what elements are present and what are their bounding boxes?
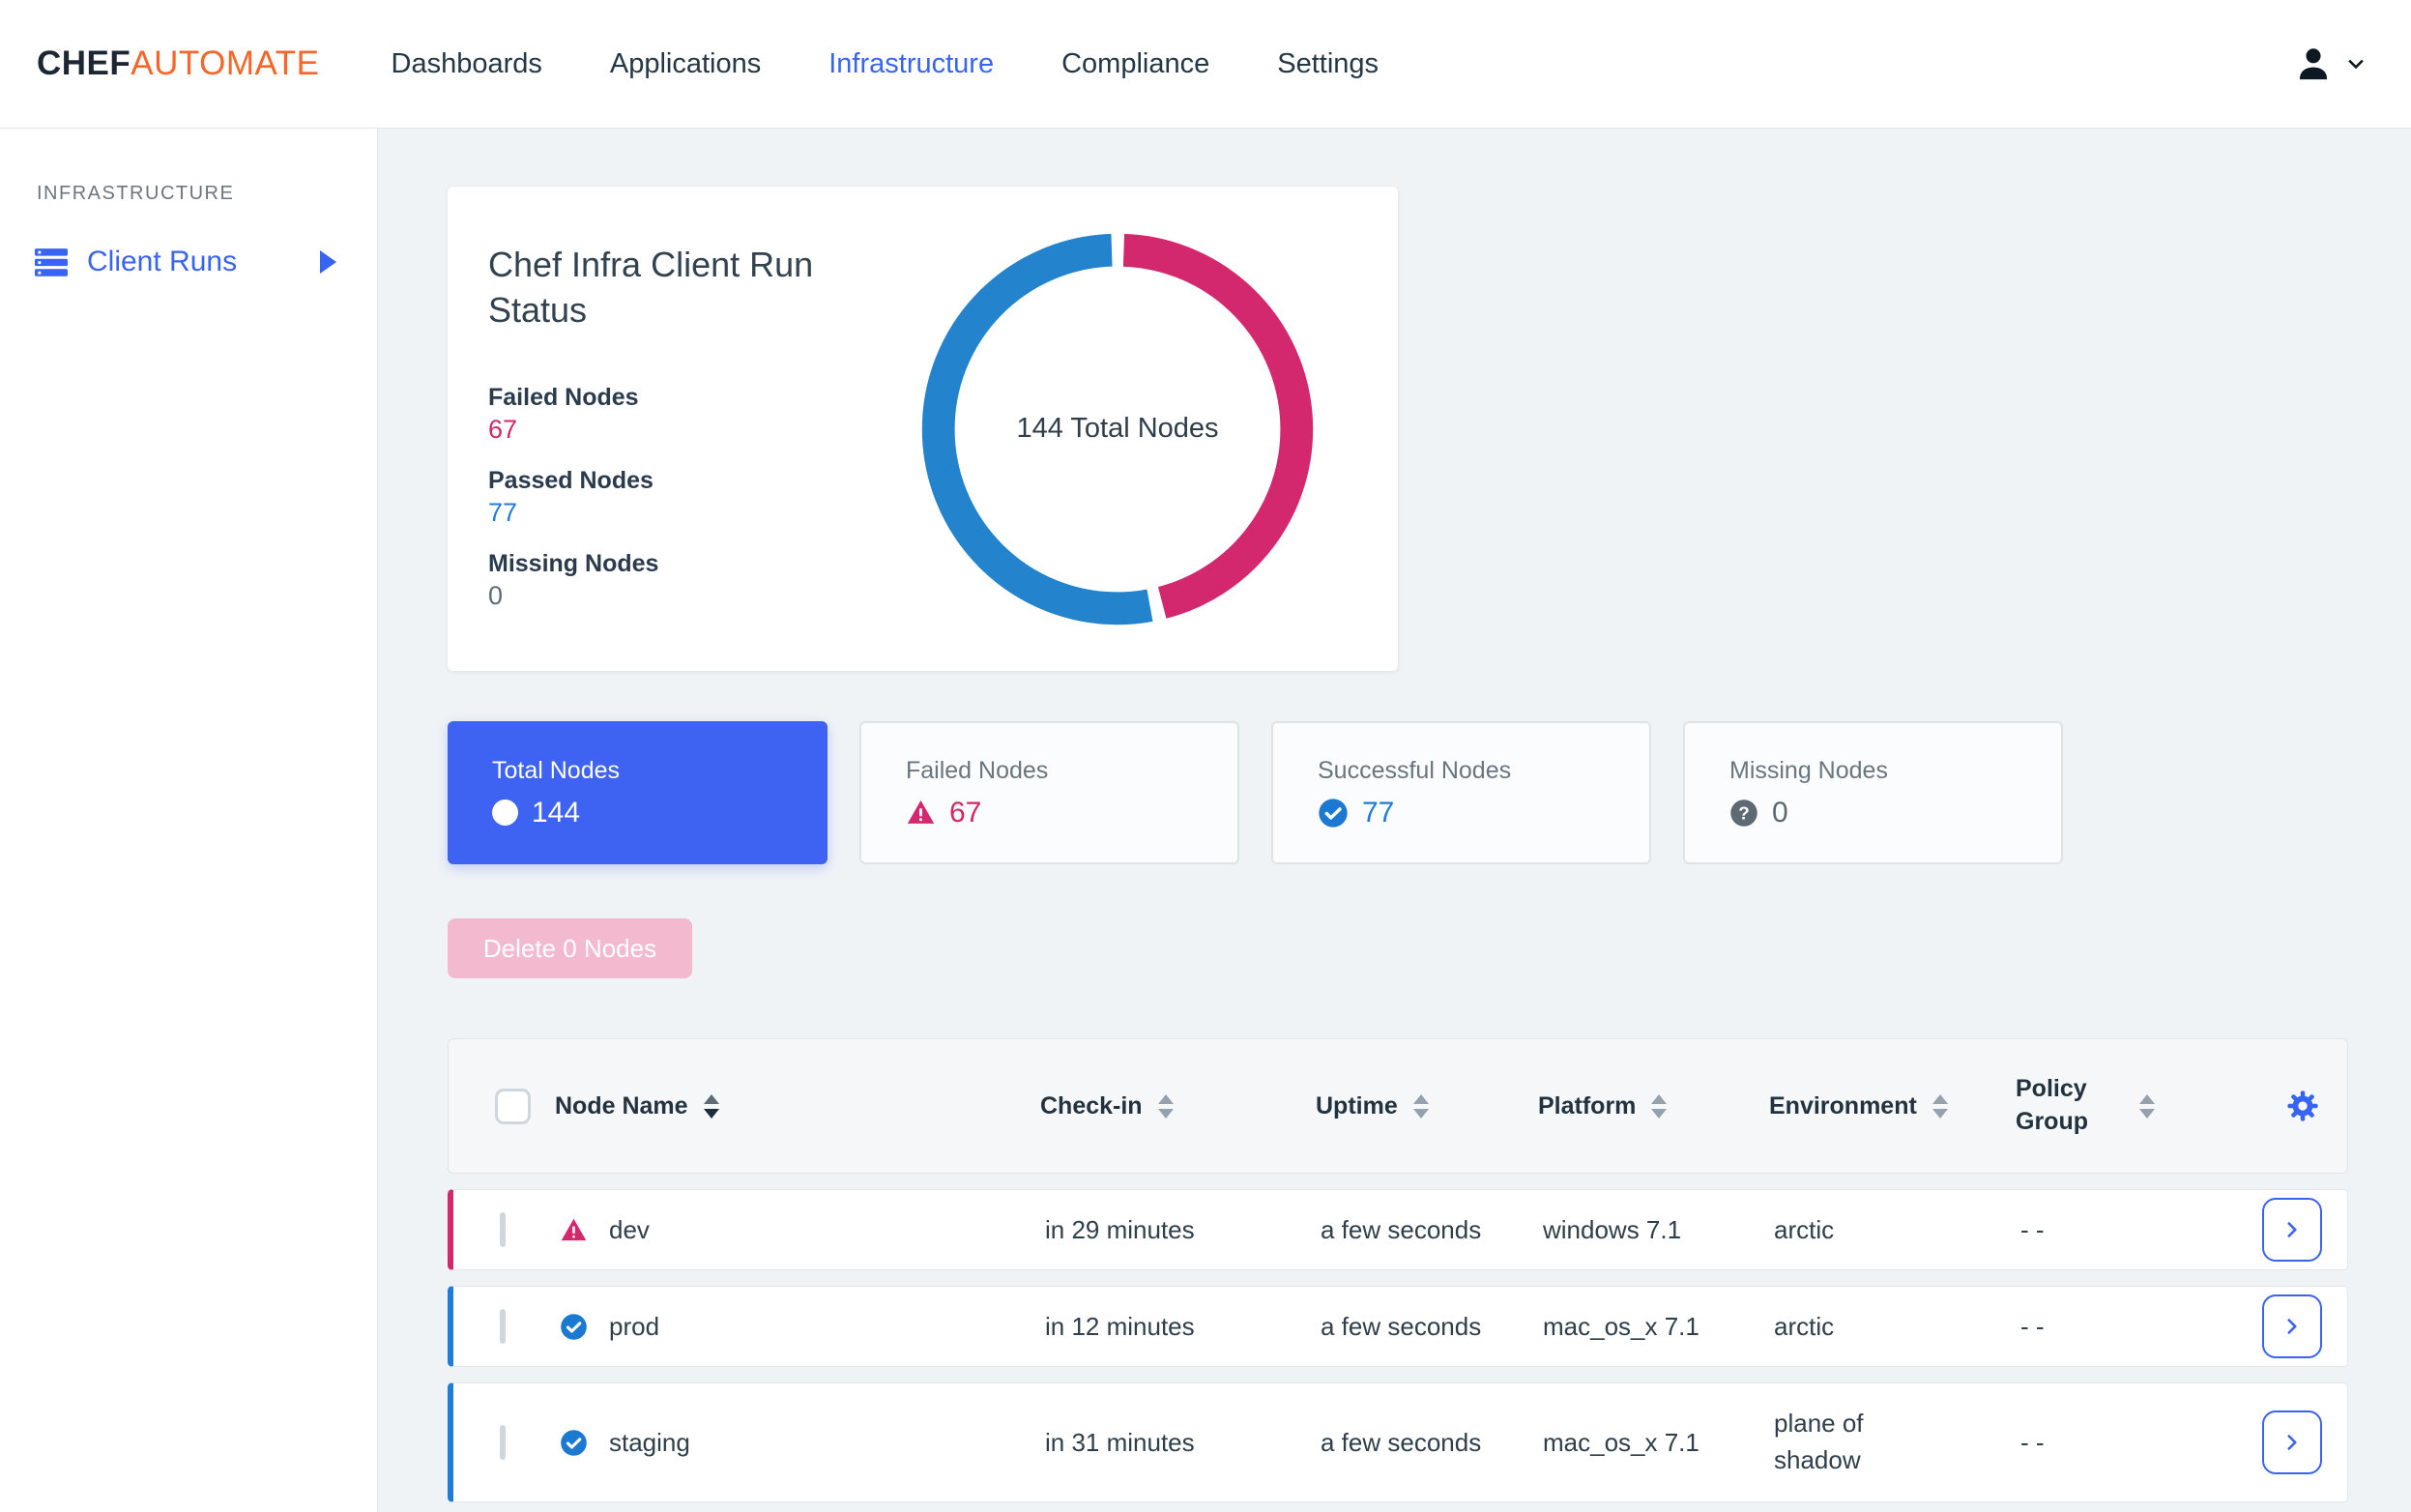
platform-value: mac_os_x 7.1 xyxy=(1543,1311,1699,1341)
success-status-icon xyxy=(560,1313,588,1341)
nodes-table: Node Name Check-in Uptime Platform Envir… xyxy=(448,1038,2348,1502)
check-in-value: in 31 minutes xyxy=(1045,1427,1195,1457)
node-status-donut-chart: 144 Total Nodes xyxy=(907,218,1328,640)
missing-nodes-count: 0 xyxy=(1772,796,1788,829)
uptime-value: a few seconds xyxy=(1321,1214,1482,1244)
nav-infrastructure[interactable]: Infrastructure xyxy=(828,47,995,79)
col-platform: Platform xyxy=(1538,1091,1637,1119)
chef-automate-logo[interactable]: CHEFAUTOMATE xyxy=(37,44,320,83)
delete-nodes-button[interactable]: Delete 0 Nodes xyxy=(448,918,692,978)
col-check-in: Check-in xyxy=(1040,1091,1143,1119)
stat-missing-nodes: Missing Nodes 0 xyxy=(488,550,842,611)
check-in-value: in 12 minutes xyxy=(1045,1311,1195,1341)
total-nodes-count: 144 xyxy=(532,796,581,829)
svg-text:?: ? xyxy=(1738,802,1749,823)
sidebar-item-label: Client Runs xyxy=(87,246,238,277)
node-name[interactable]: prod xyxy=(609,1311,660,1341)
table-row: dev in 29 minutes a few seconds windows … xyxy=(448,1189,2348,1270)
question-circle-icon: ? xyxy=(1729,799,1758,828)
row-checkbox[interactable] xyxy=(500,1424,506,1460)
row-expand-button[interactable] xyxy=(2262,1410,2322,1474)
sort-environment[interactable] xyxy=(1932,1093,1948,1119)
sidebar-section-label: INFRASTRUCTURE xyxy=(37,183,235,204)
total-nodes-card[interactable]: Total Nodes 144 xyxy=(448,721,828,864)
run-status-stats: Failed Nodes 67 Passed Nodes 77 Missing … xyxy=(488,384,842,611)
failed-nodes-card[interactable]: Failed Nodes 67 xyxy=(859,721,1239,864)
successful-nodes-card[interactable]: Successful Nodes 77 xyxy=(1271,721,1651,864)
uptime-value: a few seconds xyxy=(1321,1311,1482,1341)
table-row: staging in 31 minutes a few seconds mac_… xyxy=(448,1382,2348,1502)
uptime-value: a few seconds xyxy=(1321,1427,1482,1457)
stat-failed-nodes: Failed Nodes 67 xyxy=(488,384,842,445)
sort-policy-group[interactable] xyxy=(2139,1093,2155,1119)
node-summary-cards: Total Nodes 144 Failed Nodes xyxy=(448,721,2411,864)
main-content: Chef Infra Client Run Status Failed Node… xyxy=(378,129,2411,1512)
row-expand-button[interactable] xyxy=(2262,1294,2322,1358)
col-uptime: Uptime xyxy=(1316,1091,1398,1119)
row-expand-button[interactable] xyxy=(2262,1198,2322,1262)
main-nav: Dashboards Applications Infrastructure C… xyxy=(392,48,1380,80)
failed-count: 67 xyxy=(488,414,518,444)
success-status-icon xyxy=(560,1429,588,1457)
policy-group-value: - - xyxy=(2020,1214,2045,1244)
server-list-icon xyxy=(35,247,68,276)
successful-nodes-count: 77 xyxy=(1362,796,1395,829)
platform-value: windows 7.1 xyxy=(1543,1214,1682,1244)
stat-passed-nodes: Passed Nodes 77 xyxy=(488,467,842,528)
missing-nodes-card[interactable]: Missing Nodes ? 0 xyxy=(1683,721,2063,864)
filled-circle-icon xyxy=(492,800,518,826)
table-row: prod in 12 minutes a few seconds mac_os_… xyxy=(448,1286,2348,1367)
client-run-status-card: Chef Infra Client Run Status Failed Node… xyxy=(448,187,1398,671)
failed-nodes-count: 67 xyxy=(949,796,982,829)
card-title: Chef Infra Client Run Status xyxy=(488,245,814,330)
logo-chef-text: CHEF xyxy=(37,44,131,82)
nav-applications[interactable]: Applications xyxy=(609,47,762,79)
nav-settings[interactable]: Settings xyxy=(1277,47,1380,79)
table-header-row: Node Name Check-in Uptime Platform Envir… xyxy=(448,1038,2348,1174)
warning-triangle-icon xyxy=(906,798,936,828)
donut-failed-arc xyxy=(921,233,1314,625)
top-navigation-bar: CHEFAUTOMATE Dashboards Applications Inf… xyxy=(0,0,2411,129)
passed-count: 77 xyxy=(488,497,518,527)
sort-platform[interactable] xyxy=(1651,1093,1668,1119)
col-environment: Environment xyxy=(1769,1091,1917,1119)
policy-group-value: - - xyxy=(2020,1311,2045,1341)
chevron-down-icon xyxy=(2345,53,2367,74)
node-name[interactable]: dev xyxy=(609,1214,650,1244)
run-status-summary: Chef Infra Client Run Status Failed Node… xyxy=(448,187,842,671)
node-name[interactable]: staging xyxy=(609,1427,690,1457)
environment-value: arctic xyxy=(1774,1311,1835,1341)
donut-passed-arc xyxy=(921,233,1314,625)
sort-uptime[interactable] xyxy=(1412,1093,1429,1119)
user-menu[interactable] xyxy=(2293,44,2367,84)
triangle-right-icon xyxy=(320,250,336,274)
failed-status-icon xyxy=(560,1216,588,1244)
user-profile-icon xyxy=(2293,44,2334,84)
sidebar-item-client-runs[interactable]: Client Runs xyxy=(0,238,377,286)
col-node-name: Node Name xyxy=(555,1091,688,1119)
missing-count: 0 xyxy=(488,580,504,610)
table-settings-gear-icon[interactable] xyxy=(2285,1089,2320,1123)
nav-dashboards[interactable]: Dashboards xyxy=(391,47,542,79)
check-in-value: in 29 minutes xyxy=(1045,1214,1195,1244)
environment-value: plane of shadow xyxy=(1774,1409,1864,1474)
select-all-checkbox[interactable] xyxy=(495,1088,531,1124)
sidebar: INFRASTRUCTURE Client Runs xyxy=(0,129,378,1512)
check-circle-icon xyxy=(1318,798,1349,829)
policy-group-value: - - xyxy=(2020,1427,2045,1457)
row-checkbox[interactable] xyxy=(500,1308,506,1344)
environment-value: arctic xyxy=(1774,1214,1835,1244)
col-policy-group: Policy Group xyxy=(2016,1075,2088,1135)
sort-check-in[interactable] xyxy=(1157,1093,1174,1119)
sort-node-name[interactable] xyxy=(703,1093,719,1119)
row-checkbox[interactable] xyxy=(500,1211,506,1247)
nav-compliance[interactable]: Compliance xyxy=(1061,47,1210,79)
logo-automate-text: AUTOMATE xyxy=(131,44,320,82)
donut-center-label: 144 Total Nodes xyxy=(1016,413,1219,444)
platform-value: mac_os_x 7.1 xyxy=(1543,1427,1699,1457)
